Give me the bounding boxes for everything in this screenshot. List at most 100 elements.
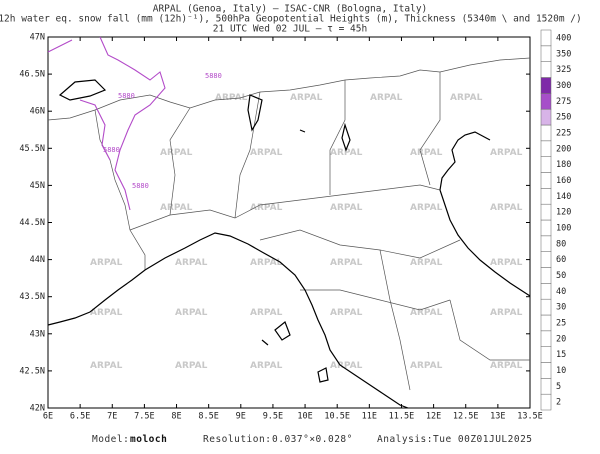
- colorbar-label: 40: [556, 287, 566, 297]
- lon-label: 10E: [297, 412, 312, 422]
- watermark: ARPAL: [250, 361, 283, 371]
- lon-label: 9E: [236, 412, 246, 422]
- footer-value: 0.037°×0.028°: [272, 434, 353, 445]
- colorbar-box: [540, 140, 552, 157]
- lon-label: 11E: [362, 412, 377, 422]
- lon-label: 12E: [426, 412, 441, 422]
- watermarks: ARPAL ARPAL ARPAL ARPAL ARPAL ARPAL ARPAL ARPAL…: [90, 93, 523, 371]
- colorbar-label: 225: [556, 128, 571, 138]
- watermark: ARPAL: [250, 258, 283, 268]
- lat-label: 47N: [30, 33, 45, 43]
- colorbar-label: 180: [556, 160, 571, 170]
- watermark: ARPAL: [250, 203, 283, 213]
- watermark: ARPAL: [250, 308, 283, 318]
- watermark: ARPAL: [410, 308, 443, 318]
- colorbar-box: [540, 108, 552, 126]
- colorbar-label: 25: [556, 318, 566, 328]
- watermark: ARPAL: [490, 148, 523, 158]
- lon-label: 7E: [107, 412, 117, 422]
- colorbar-box: [540, 346, 552, 363]
- contour-label: 5880: [205, 72, 222, 80]
- header-line: 21 UTC Wed 02 JUL – τ = 45h: [213, 24, 367, 35]
- colorbar-label: 15: [556, 350, 566, 360]
- watermark: ARPAL: [490, 258, 523, 268]
- watermark: ARPAL: [175, 361, 208, 371]
- colorbar-label: 100: [556, 223, 571, 233]
- lake: [58, 79, 351, 152]
- footer-value: moloch: [130, 434, 167, 445]
- country-border: [47, 57, 531, 121]
- lon-label: 11.5E: [389, 412, 415, 422]
- coastline: [439, 131, 531, 297]
- colorbar-box: [540, 61, 552, 78]
- colorbar-label: 10: [556, 366, 566, 376]
- watermark: ARPAL: [330, 148, 363, 158]
- lon-label: 13E: [490, 412, 505, 422]
- colorbar-box: [540, 172, 552, 189]
- region-border: [129, 184, 441, 231]
- colorbar-label: 60: [556, 255, 566, 265]
- watermark: ARPAL: [175, 308, 208, 318]
- watermark: ARPAL: [160, 203, 193, 213]
- colorbar-box: [540, 219, 552, 237]
- watermark: ARPAL: [410, 203, 443, 213]
- watermark: ARPAL: [490, 203, 523, 213]
- colorbar-label: 80: [556, 239, 566, 249]
- colorbar-box: [540, 267, 552, 284]
- colorbar-label: 20: [556, 334, 566, 344]
- colorbar-label: 140: [556, 192, 571, 202]
- footer-label: Resolution:: [203, 434, 271, 445]
- watermark: ARPAL: [330, 308, 363, 318]
- footer-label: Analysis:: [377, 434, 433, 445]
- colorbar-label: 325: [556, 65, 571, 75]
- colorbar-box: [540, 251, 552, 268]
- lat-label: 46N: [30, 107, 45, 117]
- colorbar-box: [540, 188, 552, 205]
- colorbar-box: [540, 29, 552, 47]
- colorbar-label: 5: [556, 382, 561, 392]
- colorbar-label: 2: [556, 398, 561, 408]
- lat-label: 42N: [30, 404, 45, 414]
- colorbar-label: 300: [556, 81, 571, 91]
- watermark: ARPAL: [250, 148, 283, 158]
- lon-label: 7.5E: [134, 412, 154, 422]
- header-line: 12h water eq. snow fall (mm (12h)⁻¹), 50…: [0, 14, 582, 25]
- colorbar-box: [540, 298, 552, 316]
- colorbar: 2510152025304050608010012014016018020022…: [540, 29, 571, 411]
- watermark: ARPAL: [90, 258, 123, 268]
- lat-label: 45N: [30, 181, 45, 191]
- lon-label: 6.5E: [70, 412, 90, 422]
- lat-label: 44N: [30, 255, 45, 265]
- colorbar-box: [540, 393, 552, 411]
- colorbar-box: [540, 45, 552, 62]
- axes: 47N 46.5N 46N 45.5N 45N 44.5N 44N 43.5N 43N 42.5N…: [19, 33, 542, 422]
- colorbar-box: [540, 235, 552, 252]
- colorbar-box: [540, 362, 552, 379]
- lon-label: 8E: [171, 412, 181, 422]
- colorbar-label: 30: [556, 303, 566, 313]
- country-border: [94, 109, 146, 270]
- colorbar-box: [540, 124, 552, 142]
- colorbar-box: [540, 93, 552, 110]
- watermark: ARPAL: [370, 93, 403, 103]
- watermark: ARPAL: [410, 361, 443, 371]
- watermark: ARPAL: [450, 93, 483, 103]
- watermark: ARPAL: [215, 93, 248, 103]
- watermark: ARPAL: [290, 93, 323, 103]
- watermark: ARPAL: [330, 258, 363, 268]
- contour-label: 5880: [132, 182, 149, 190]
- lon-label: 13.5E: [517, 412, 543, 422]
- colorbar-box: [540, 156, 552, 173]
- colorbar-label: 350: [556, 49, 571, 59]
- watermark: ARPAL: [90, 361, 123, 371]
- lon-label: 6E: [43, 412, 53, 422]
- colorbar-label: 200: [556, 144, 571, 154]
- watermark: ARPAL: [175, 258, 208, 268]
- island-coast: [261, 321, 329, 383]
- watermark: ARPAL: [330, 203, 363, 213]
- colorbar-label: 400: [556, 33, 571, 43]
- lon-label: 12.5E: [453, 412, 479, 422]
- contour-label: 5880: [103, 146, 120, 154]
